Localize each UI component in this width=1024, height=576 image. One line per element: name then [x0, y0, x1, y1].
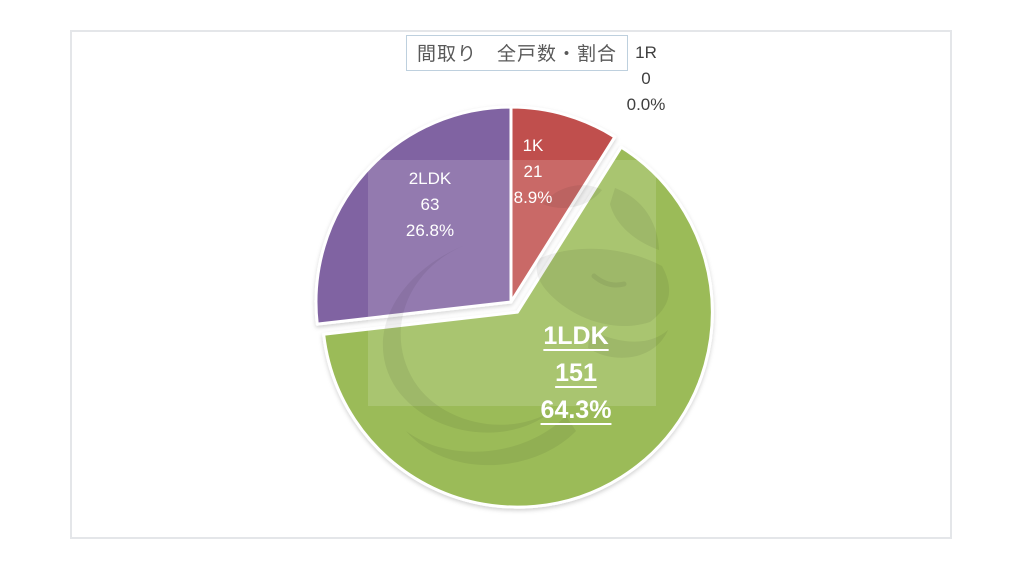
- data-label-value: 63: [420, 195, 440, 214]
- data-label-series-name: 1R: [635, 43, 657, 62]
- data-label-1R: 1R 0 0.0%: [627, 40, 666, 118]
- data-label-2LDK: 2LDK 63 26.8%: [406, 166, 454, 244]
- pie-slice-1K: [509, 105, 617, 304]
- data-label-series-name: 1K: [522, 136, 544, 155]
- data-label-series-name: 1LDK: [543, 322, 609, 350]
- data-label-percent: 8.9%: [513, 188, 553, 207]
- data-label-percent: 64.3%: [540, 396, 612, 424]
- pie: [314, 105, 714, 509]
- data-label-percent: 0.0%: [626, 95, 666, 114]
- fox-eye-icon: [591, 273, 627, 288]
- fox-logo-icon: [382, 185, 670, 466]
- data-label-value: 21: [523, 162, 543, 181]
- watermark-overlay: [368, 160, 656, 406]
- data-label-value: 0: [641, 69, 651, 88]
- data-label-value: 151: [555, 359, 597, 387]
- data-label-1K: 1K 21 8.9%: [514, 133, 553, 211]
- pie-slice-1LDK: [322, 145, 714, 509]
- chart-title: 間取り 全戸数・割合: [405, 35, 629, 71]
- data-label-series-name: 2LDK: [408, 169, 452, 188]
- data-label-1LDK: 1LDK 151 64.3%: [541, 318, 612, 429]
- watermark: [368, 160, 670, 466]
- pie-slice-2LDK: [314, 105, 513, 326]
- data-label-percent: 26.8%: [405, 221, 455, 240]
